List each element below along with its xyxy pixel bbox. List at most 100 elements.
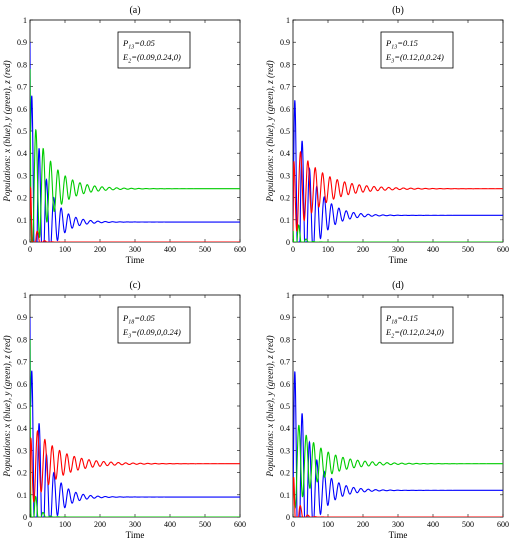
- equilibrium-label-value: =(0.09,0,0.24): [131, 327, 181, 337]
- annotation-frame: [117, 306, 191, 344]
- parameter-label: P13=0.05: [122, 38, 155, 51]
- x-tick-label: 400: [164, 245, 176, 254]
- y-tick-label: 0.3: [280, 446, 290, 455]
- chart-panel-d: (d) 0 0.1 0.2 0.3 0.4 0.5 0.6 0.7 0.8 0.9 1 0 100 200 3…: [265, 280, 509, 540]
- equilibrium-label-symbol: E: [385, 327, 392, 337]
- x-axis-label: Time: [126, 255, 145, 265]
- y-tick-label: 0: [286, 238, 290, 247]
- equilibrium-label-subscript: 2: [128, 59, 131, 65]
- y-tick-label: 0.7: [280, 358, 290, 367]
- equilibrium-label-value: =(0.12,0,0.24): [394, 52, 444, 62]
- y-tick-label: 0.8: [17, 335, 27, 344]
- y-tick-label: 0.3: [17, 171, 27, 180]
- equilibrium-label: E3=(0.12,0,0.24): [385, 52, 444, 65]
- parameter-label-symbol: P: [385, 313, 391, 323]
- series-line-x: [293, 371, 503, 517]
- y-tick-label: 1: [23, 16, 27, 25]
- y-tick-label: 0: [23, 238, 27, 247]
- y-tick-label: 0.2: [280, 469, 290, 478]
- y-tick-label: 0.1: [280, 216, 290, 225]
- y-tick-label: 0.7: [17, 83, 27, 92]
- y-tick-label: 0.9: [17, 38, 27, 47]
- parameter-label-subscript: 18: [128, 320, 134, 326]
- y-tick-label: 0.8: [280, 60, 290, 69]
- equilibrium-label: E3=(0.09,0,0.24): [122, 327, 181, 340]
- x-tick-label: 300: [129, 520, 141, 529]
- series-line-y: [30, 68, 240, 242]
- x-tick-label: 500: [199, 245, 211, 254]
- x-tick-label: 0: [28, 245, 32, 254]
- x-tick-label: 600: [234, 520, 246, 529]
- x-tick-label: 600: [234, 245, 246, 254]
- x-tick-label: 300: [129, 245, 141, 254]
- y-tick-label: 0.5: [17, 127, 27, 136]
- equilibrium-label-symbol: E: [122, 52, 129, 62]
- y-tick-label: 0: [23, 513, 27, 522]
- equilibrium-label-value: =(0.09,0.24,0): [131, 52, 181, 62]
- parameter-label-symbol: P: [122, 313, 128, 323]
- panel-title: (a): [129, 5, 140, 16]
- x-tick-label: 200: [357, 520, 369, 529]
- chart-panel-a: (a) 0 0.1 0.2 0.3 0.4 0.5 0.6 0.7 0.8 0.9 1 0 100 200 3…: [2, 5, 246, 265]
- parameter-label-subscript: 13: [391, 45, 397, 51]
- annotation-frame: [380, 306, 454, 344]
- y-tick-label: 0.5: [280, 402, 290, 411]
- y-tick-label: 0.9: [280, 313, 290, 322]
- x-tick-label: 0: [28, 520, 32, 529]
- y-tick-label: 0.1: [17, 216, 27, 225]
- y-axis-label: Populations: x (blue), y (green), z (red…: [265, 335, 275, 477]
- x-tick-label: 0: [291, 520, 295, 529]
- y-tick-label: 0.4: [17, 424, 27, 433]
- series-line-x: [293, 100, 503, 242]
- x-tick-label: 100: [322, 245, 334, 254]
- annotation-frame: [380, 31, 454, 69]
- x-tick-label: 0: [291, 245, 295, 254]
- parameter-label: P18=0.05: [122, 313, 155, 326]
- parameter-label-value: =0.05: [134, 38, 155, 48]
- panel-title: (d): [392, 280, 404, 291]
- y-tick-label: 0.6: [17, 380, 27, 389]
- y-tick-label: 0.9: [280, 38, 290, 47]
- y-tick-label: 0.1: [280, 491, 290, 500]
- x-tick-label: 400: [164, 520, 176, 529]
- y-tick-label: 0.4: [17, 149, 27, 158]
- x-tick-label: 400: [427, 520, 439, 529]
- equilibrium-label-symbol: E: [122, 327, 129, 337]
- y-tick-label: 0: [286, 513, 290, 522]
- parameter-label-symbol: P: [122, 38, 128, 48]
- y-tick-label: 0.2: [280, 194, 290, 203]
- series-line-x: [30, 42, 240, 242]
- y-tick-label: 0.4: [280, 149, 290, 158]
- parameter-label: P18=0.15: [385, 313, 418, 326]
- x-tick-label: 200: [357, 245, 369, 254]
- x-tick-label: 200: [94, 245, 106, 254]
- parameter-label-subscript: 13: [128, 45, 134, 51]
- y-tick-label: 0.3: [17, 446, 27, 455]
- y-axis-label: Populations: x (blue), y (green), z (red…: [265, 60, 275, 202]
- x-tick-label: 600: [497, 245, 509, 254]
- x-axis-label: Time: [126, 530, 145, 540]
- series-line-y: [293, 224, 503, 242]
- chart-panel-c: (c) 0 0.1 0.2 0.3 0.4 0.5 0.6 0.7 0.8 0.9 1 0 100 200 3…: [2, 280, 246, 540]
- series-line-x: [30, 317, 240, 517]
- x-tick-label: 500: [462, 520, 474, 529]
- y-tick-label: 0.6: [280, 105, 290, 114]
- parameter-label-symbol: P: [385, 38, 391, 48]
- equilibrium-label-subscript: 3: [390, 59, 394, 65]
- parameter-label: P13=0.15: [385, 38, 418, 51]
- x-tick-label: 100: [322, 520, 334, 529]
- y-tick-label: 1: [286, 16, 290, 25]
- y-tick-label: 0.8: [280, 335, 290, 344]
- y-tick-label: 0.3: [280, 171, 290, 180]
- annotation-frame: [117, 31, 191, 69]
- series-line-z: [293, 150, 503, 233]
- parameter-label-value: =0.05: [134, 313, 155, 323]
- y-axis-label: Populations: x (blue), y (green), z (red…: [2, 335, 12, 477]
- y-tick-label: 0.7: [280, 83, 290, 92]
- y-tick-label: 0.5: [280, 127, 290, 136]
- equilibrium-label-subscript: 3: [127, 334, 131, 340]
